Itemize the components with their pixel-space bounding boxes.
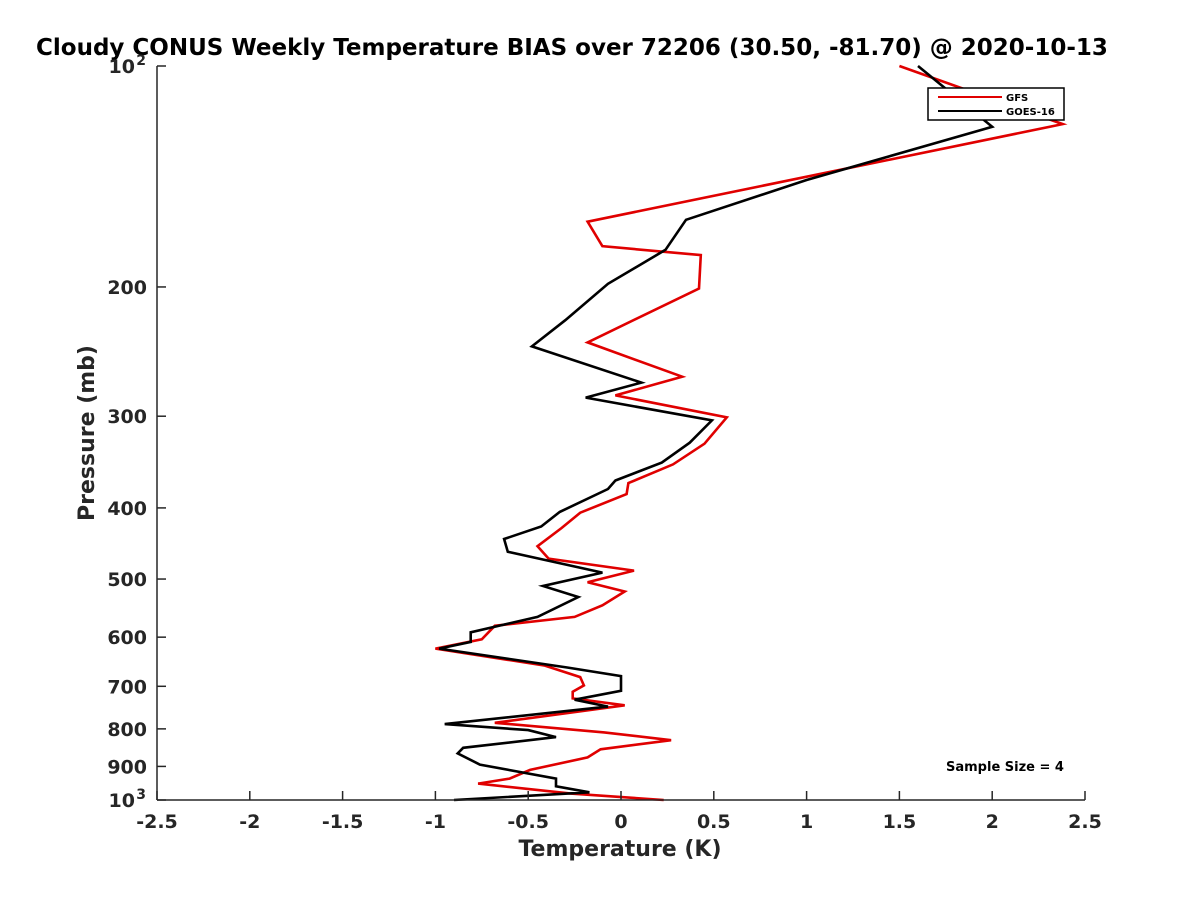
y-tick-label: 600 [107, 627, 147, 649]
y-tick-label: 300 [107, 406, 147, 428]
x-tick-label: -2 [239, 811, 260, 833]
x-tick-label: 1 [800, 811, 813, 833]
legend: GFS GOES-16 [927, 87, 1065, 121]
legend-box [927, 87, 1065, 121]
y-tick-label: 800 [107, 719, 147, 741]
plot-area: -2.5 -2 -1.5 -1 -0.5 0 0.5 1 1.5 2 2.5 10 220030040… [107, 53, 1102, 833]
x-axis-ticks: -2.5 -2 -1.5 -1 -0.5 0 0.5 1 1.5 2 2.5 [136, 791, 1102, 833]
x-tick-label: 1.5 [883, 811, 917, 833]
x-tick-label: 0 [614, 811, 627, 833]
y-tick-exponent: 2 [136, 53, 146, 69]
x-tick-label: 0.5 [697, 811, 731, 833]
y-tick-label: 200 [107, 277, 147, 299]
y-tick-label: 900 [107, 756, 147, 778]
x-tick-label: 2 [986, 811, 999, 833]
x-tick-label: -2.5 [136, 811, 178, 833]
x-tick-label: -1.5 [322, 811, 364, 833]
series-layer [435, 64, 1068, 802]
series-line-goes16 [438, 64, 995, 802]
y-tick-label: 400 [107, 498, 147, 520]
y-axis-title: Pressure (mb) [75, 345, 100, 521]
y-tick-label: 10 [109, 790, 135, 812]
x-tick-label: -0.5 [507, 811, 549, 833]
x-tick-label: 2.5 [1068, 811, 1102, 833]
y-tick-label: 500 [107, 569, 147, 591]
sample-size-annotation: Sample Size = 4 [946, 760, 1064, 775]
x-axis-title: Temperature (K) [518, 837, 721, 862]
y-tick-label: 10 [109, 56, 135, 78]
chart-title: Cloudy CONUS Weekly Temperature BIAS ove… [36, 35, 1108, 61]
y-tick-exponent: 3 [136, 787, 146, 803]
x-tick-label: -1 [425, 811, 446, 833]
y-tick-label: 700 [107, 676, 147, 698]
legend-label-gfs: GFS [1006, 93, 1028, 104]
series-line-gfs [435, 64, 1068, 802]
legend-label-goes16: GOES-16 [1006, 107, 1055, 118]
